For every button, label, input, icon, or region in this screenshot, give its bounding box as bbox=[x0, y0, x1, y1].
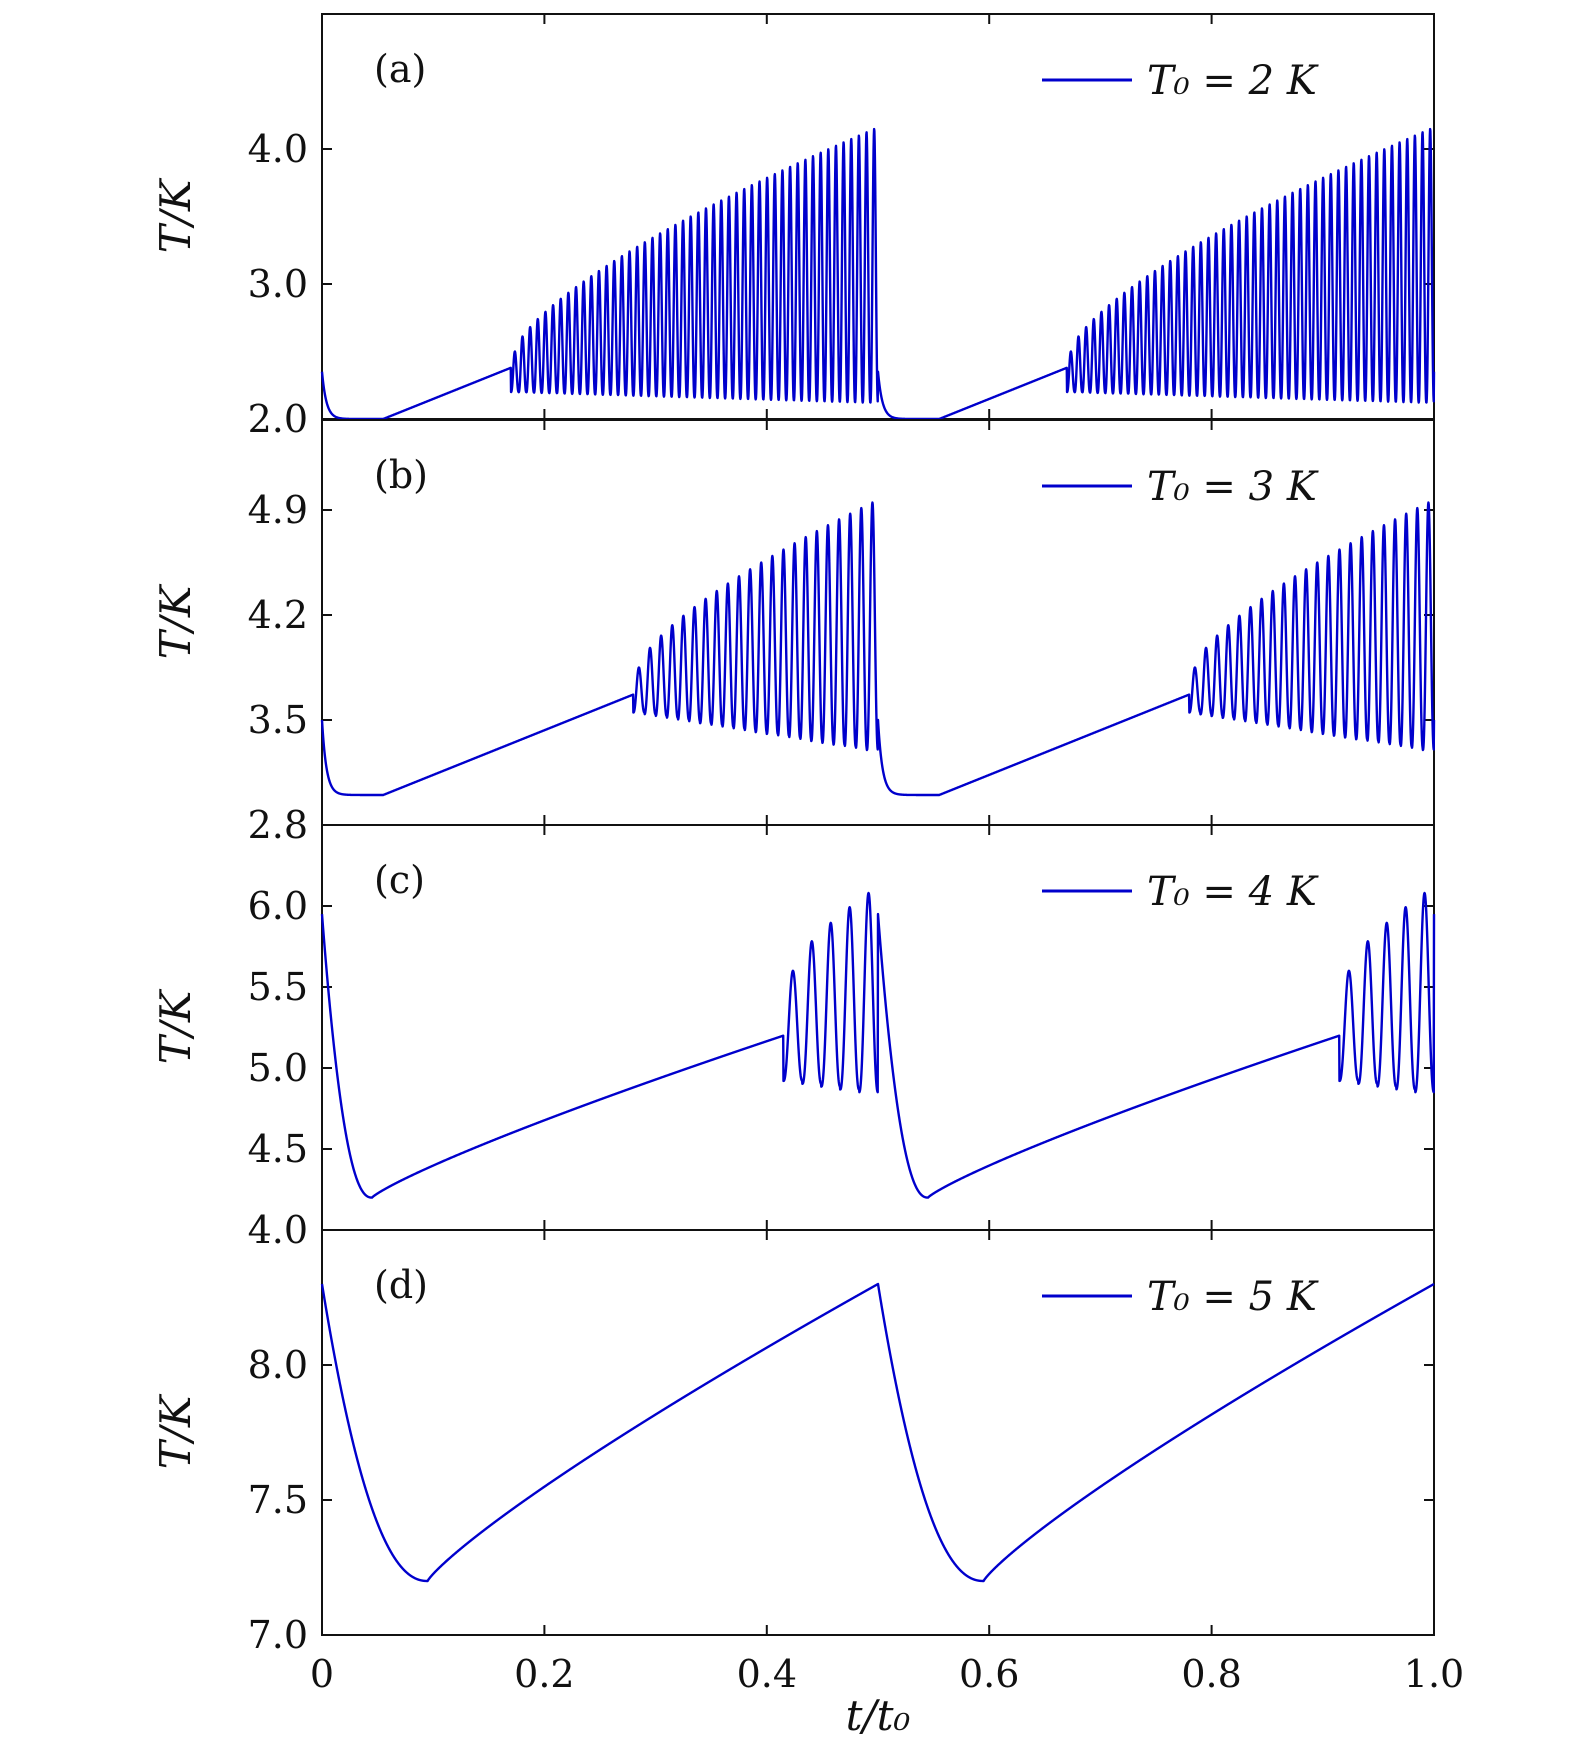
y-axis-label: T/K bbox=[151, 988, 200, 1064]
x-axis-label: t/t₀ bbox=[846, 1691, 911, 1740]
series-line bbox=[320, 501, 1436, 797]
panel-label: (d) bbox=[374, 1263, 428, 1307]
y-tick-label: 3.5 bbox=[248, 698, 308, 742]
x-tick-label: 0.6 bbox=[959, 1652, 1019, 1696]
y-tick-label: 7.5 bbox=[248, 1478, 308, 1522]
x-tick-label: 1.0 bbox=[1404, 1652, 1464, 1696]
series-line bbox=[320, 127, 1436, 421]
y-tick-label: 4.0 bbox=[248, 1208, 308, 1252]
x-tick-label: 0.8 bbox=[1181, 1652, 1241, 1696]
legend-label: T₀ = 2 K bbox=[1147, 58, 1319, 104]
series-line bbox=[320, 1282, 1435, 1583]
y-tick-label: 8.0 bbox=[248, 1343, 308, 1387]
panel-label: (b) bbox=[374, 453, 428, 497]
x-tick-label: 0.4 bbox=[737, 1652, 797, 1696]
legend-label: T₀ = 3 K bbox=[1147, 464, 1319, 510]
y-tick-label: 4.0 bbox=[248, 127, 308, 171]
panel-label: (a) bbox=[374, 47, 426, 91]
legend-label: T₀ = 4 K bbox=[1147, 869, 1319, 915]
y-tick-label: 7.0 bbox=[248, 1613, 308, 1657]
y-axis-label: T/K bbox=[151, 1393, 200, 1469]
y-tick-label: 5.0 bbox=[248, 1046, 308, 1090]
panel-1: 2.0 3.0 4.0 T/K (a) T₀ = 2 K bbox=[151, 13, 1436, 441]
panel-3: 4.0 4.5 5.0 5.5 6.0 T/K (c) T₀ = 4 K bbox=[151, 824, 1436, 1252]
panel-4: 7.0 7.5 8.0 T/K (d) T₀ = 5 K bbox=[151, 1229, 1435, 1657]
plot-frame bbox=[321, 1229, 1435, 1636]
panels: 2.0 3.0 4.0 T/K (a) T₀ = 2 K 2.8 3.5 4.2 4.9 T/K (b… bbox=[151, 13, 1464, 1696]
y-tick-label: 4.2 bbox=[248, 593, 308, 637]
y-tick-label: 3.0 bbox=[248, 262, 308, 306]
y-tick-label: 4.9 bbox=[248, 488, 308, 532]
panel-label: (c) bbox=[374, 858, 425, 902]
series-line bbox=[320, 891, 1436, 1199]
panel-2: 2.8 3.5 4.2 4.9 T/K (b) T₀ = 3 K bbox=[151, 419, 1436, 847]
x-tick-label: 0.2 bbox=[514, 1652, 574, 1696]
y-tick-label: 2.8 bbox=[248, 803, 308, 847]
y-tick-label: 4.5 bbox=[248, 1127, 308, 1171]
y-tick-label: 2.0 bbox=[248, 397, 308, 441]
y-tick-label: 5.5 bbox=[248, 965, 308, 1009]
y-axis-label: T/K bbox=[151, 177, 200, 253]
legend-label: T₀ = 5 K bbox=[1147, 1274, 1319, 1320]
x-tick-label: 0 bbox=[310, 1652, 334, 1696]
y-tick-label: 6.0 bbox=[248, 884, 308, 928]
y-axis-label: T/K bbox=[151, 583, 200, 659]
